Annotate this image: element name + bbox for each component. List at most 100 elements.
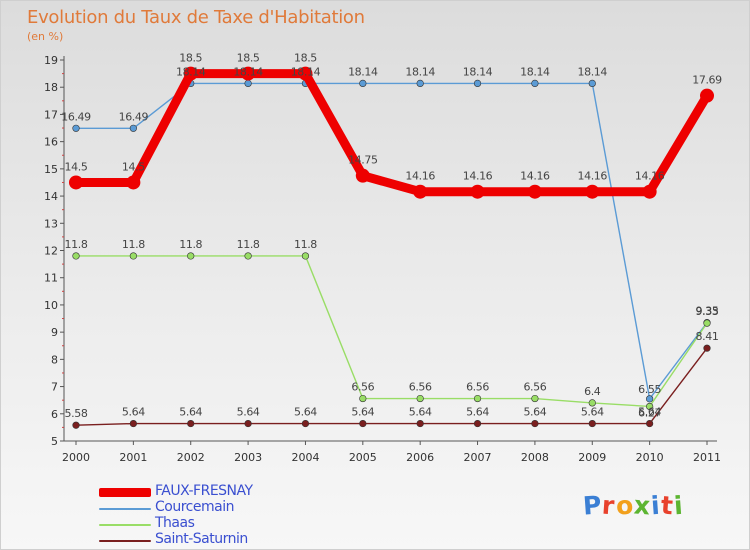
y-tick-label: 11 xyxy=(44,272,58,285)
data-label: 11.8 xyxy=(237,238,260,251)
data-label: 6.56 xyxy=(409,381,432,394)
data-label: 5.64 xyxy=(523,406,546,419)
legend-label: Courcemain xyxy=(155,499,234,515)
data-point xyxy=(359,79,367,88)
data-label: 18.14 xyxy=(463,65,493,78)
data-point xyxy=(473,79,482,88)
data-point xyxy=(646,402,654,411)
data-point xyxy=(646,419,654,428)
data-point xyxy=(473,419,482,428)
data-point xyxy=(527,184,542,199)
x-tick-label: 2005 xyxy=(349,451,377,464)
data-label: 16.49 xyxy=(119,110,149,123)
x-tick-label: 2011 xyxy=(693,451,721,464)
data-label: 14.16 xyxy=(635,170,665,183)
y-tick-label: 17 xyxy=(44,108,58,121)
data-label: 5.64 xyxy=(409,406,432,419)
data-point xyxy=(69,175,83,190)
x-tick-label: 2001 xyxy=(119,451,147,464)
data-label: 6.4 xyxy=(584,385,601,398)
data-point xyxy=(187,252,195,260)
data-label: 6.56 xyxy=(351,381,374,394)
data-label: 14.16 xyxy=(463,170,493,183)
data-label: 18.14 xyxy=(233,65,263,78)
data-label: 14.5 xyxy=(65,160,88,173)
data-point xyxy=(244,79,252,88)
data-point xyxy=(244,252,252,260)
data-label: 11.8 xyxy=(122,238,145,251)
data-point xyxy=(187,419,195,428)
data-point xyxy=(72,421,80,429)
data-label: 6.55 xyxy=(638,383,661,396)
data-label: 5.64 xyxy=(351,406,374,419)
data-label: 5.58 xyxy=(65,407,88,420)
data-label: 18.14 xyxy=(578,65,608,78)
data-point xyxy=(72,124,80,132)
data-point xyxy=(129,252,137,260)
x-tick-label: 2009 xyxy=(578,451,606,464)
data-point xyxy=(531,394,539,403)
data-point xyxy=(301,252,310,260)
data-label: 18.5 xyxy=(237,52,260,65)
data-label: 18.14 xyxy=(520,65,550,78)
legend-swatch xyxy=(99,508,151,510)
data-point xyxy=(72,252,80,260)
data-point xyxy=(473,394,482,403)
data-point xyxy=(588,419,596,428)
data-label: 14.16 xyxy=(520,170,550,183)
data-point xyxy=(588,399,596,407)
data-point xyxy=(700,88,714,103)
data-point xyxy=(531,419,539,428)
data-label: 18.14 xyxy=(405,65,435,78)
data-point xyxy=(703,344,711,352)
data-point xyxy=(241,66,256,81)
data-point xyxy=(416,394,424,403)
data-label: 5.64 xyxy=(466,406,489,419)
data-label: 5.64 xyxy=(638,406,661,419)
y-tick-label: 10 xyxy=(44,299,58,312)
data-label: 5.64 xyxy=(294,406,317,419)
y-tick-label: 18 xyxy=(44,81,58,94)
data-point xyxy=(703,319,711,327)
x-tick-label: 2007 xyxy=(464,451,492,464)
data-label: 11.8 xyxy=(179,238,202,251)
x-tick-label: 2004 xyxy=(291,451,319,464)
data-label: 5.64 xyxy=(581,406,604,419)
data-label: 6.56 xyxy=(523,381,546,394)
x-tick-label: 2000 xyxy=(62,451,90,464)
data-point xyxy=(413,184,428,199)
data-label: 9.35 xyxy=(696,305,719,318)
data-label: 14.75 xyxy=(348,154,378,167)
data-label: 6.56 xyxy=(466,381,489,394)
series-line-thaas xyxy=(75,255,708,408)
data-point xyxy=(298,66,313,81)
data-point xyxy=(129,419,137,428)
data-label: 18.14 xyxy=(291,65,321,78)
legend-label: FAUX-FRESNAY xyxy=(155,483,253,499)
data-label: 18.14 xyxy=(348,65,378,78)
data-point xyxy=(588,79,596,88)
y-tick-label: 5 xyxy=(51,435,58,448)
data-point xyxy=(416,419,424,428)
data-point xyxy=(642,184,657,199)
data-label: 11.8 xyxy=(65,238,88,251)
x-tick-label: 2010 xyxy=(636,451,664,464)
y-tick-label: 7 xyxy=(51,381,58,394)
data-point xyxy=(470,184,485,199)
data-label: 14.5 xyxy=(122,160,145,173)
legend-swatch xyxy=(99,488,151,497)
data-point xyxy=(416,79,424,88)
y-tick-label: 8 xyxy=(51,353,58,366)
data-label: 8.41 xyxy=(696,330,719,343)
legend-swatch xyxy=(99,540,151,542)
data-label: 5.64 xyxy=(179,406,202,419)
x-tick-label: 2006 xyxy=(406,451,434,464)
y-tick-label: 14 xyxy=(44,190,58,203)
y-tick-label: 15 xyxy=(44,163,58,176)
data-label: 5.64 xyxy=(122,406,145,419)
y-tick-label: 12 xyxy=(44,245,58,258)
data-point xyxy=(585,184,600,199)
series-line-faux-fresnay xyxy=(71,69,712,197)
data-point xyxy=(359,419,367,428)
